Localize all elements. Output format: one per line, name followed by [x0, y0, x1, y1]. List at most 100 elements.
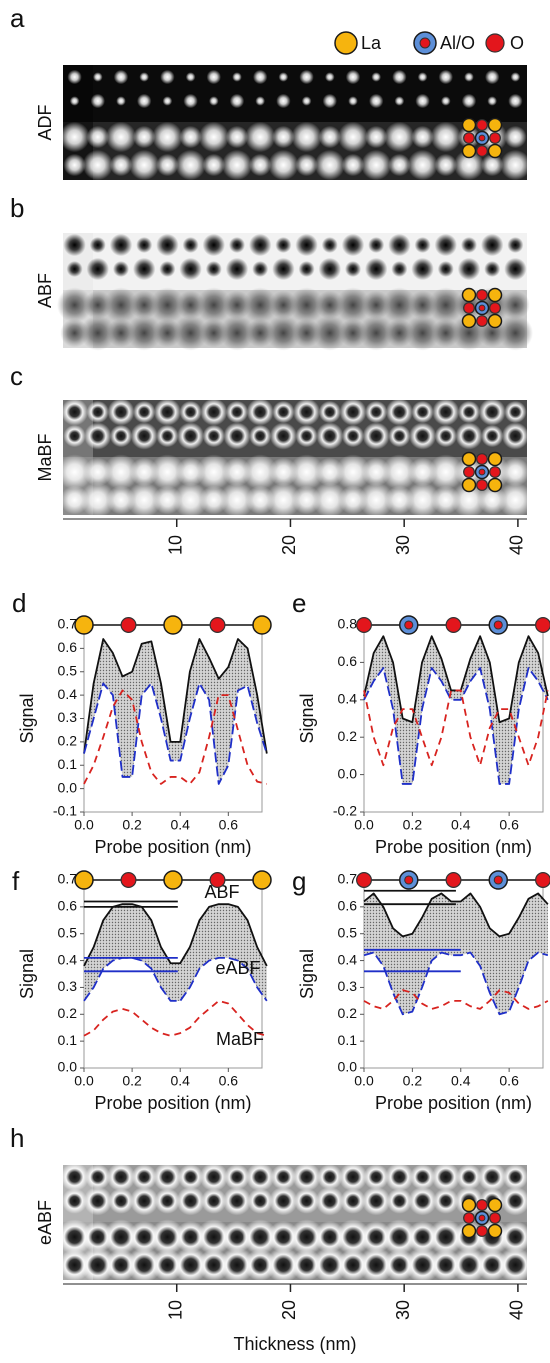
panel-letter: f — [12, 866, 20, 896]
o-atom-icon — [476, 145, 488, 157]
atom-column — [179, 125, 202, 149]
atom-column — [177, 1164, 204, 1190]
atom-column — [381, 1219, 417, 1255]
atom-column — [106, 1162, 136, 1192]
atom-column — [394, 96, 405, 106]
atom-column — [269, 1186, 298, 1216]
x-tick-label: 10 — [165, 1300, 185, 1320]
atom-column — [497, 482, 533, 518]
simulated-image — [57, 398, 533, 518]
atom-column — [508, 93, 523, 109]
la-atom-icon — [461, 143, 477, 159]
atom-column — [358, 1247, 394, 1283]
atom-column — [365, 125, 388, 149]
atom-column — [265, 1247, 301, 1283]
series-line — [363, 689, 549, 767]
simulated-image — [57, 1162, 533, 1283]
x-tick-label: 30 — [393, 1300, 413, 1320]
atom-column — [249, 424, 272, 448]
series-line — [363, 892, 549, 938]
atom-column — [318, 125, 341, 149]
atom-column — [270, 1164, 297, 1190]
atom-column — [388, 424, 411, 448]
atom-column — [179, 257, 202, 281]
series-line — [83, 999, 268, 1037]
atom-column — [229, 93, 245, 109]
o-atom-icon — [476, 1225, 488, 1237]
series-line — [83, 638, 268, 754]
atom-column — [461, 237, 477, 253]
atom-column — [90, 93, 106, 109]
y-tick-label: 0.8 — [338, 616, 358, 632]
series-line — [363, 989, 549, 1010]
atom-column — [381, 454, 417, 490]
atom-column — [322, 93, 337, 109]
atom-column — [314, 149, 345, 181]
panel-letter: c — [10, 361, 23, 391]
atom-column — [428, 454, 464, 490]
atom-column — [133, 400, 156, 424]
alo-atom-core — [419, 37, 431, 49]
atom-column — [428, 1219, 464, 1255]
atom-column — [411, 257, 434, 281]
atom-column — [80, 1247, 116, 1283]
atom-column — [363, 1164, 390, 1190]
alo-atom-core — [404, 875, 414, 885]
atom-column — [345, 261, 361, 277]
atom-column — [408, 1186, 437, 1216]
atom-column — [501, 290, 530, 320]
atom-column — [179, 400, 202, 424]
atom-column — [133, 257, 156, 281]
la-atom-icon — [461, 117, 477, 133]
y-tick-label: -0.2 — [333, 803, 357, 819]
atom-column — [386, 1188, 413, 1214]
panel-letter: a — [10, 3, 25, 33]
la-atom-icon — [461, 313, 477, 329]
atom-column — [86, 400, 110, 424]
atom-column — [504, 257, 527, 281]
atom-column — [392, 69, 407, 85]
atom-column — [415, 93, 430, 109]
atom-column — [391, 261, 408, 277]
atom-column — [182, 237, 199, 253]
atom-column — [247, 1188, 273, 1214]
atom-column — [201, 1188, 227, 1214]
atom-column — [478, 398, 506, 426]
series-label: eABF — [215, 958, 260, 978]
atom-column — [107, 398, 135, 426]
atom-column — [80, 315, 116, 351]
y-tick-label: 0.6 — [58, 898, 78, 914]
atom-column — [501, 422, 529, 450]
la-atom-icon — [252, 615, 272, 635]
x-tick-label: 0.2 — [403, 817, 423, 833]
o-atom-icon — [476, 453, 488, 465]
x-tick-label: 40 — [507, 535, 527, 555]
atom-column — [149, 1219, 185, 1255]
y-tick-label: 0.2 — [58, 1005, 78, 1021]
x-axis-label: Thickness (nm) — [233, 1334, 356, 1354]
o-atom-icon — [463, 1212, 475, 1224]
atom-column — [185, 72, 196, 82]
atom-column — [358, 482, 394, 518]
atom-column — [289, 287, 325, 323]
difference-area — [364, 893, 548, 1015]
atom-column — [242, 454, 278, 490]
la-atom-icon — [461, 1197, 477, 1213]
y-tick-label: 0.0 — [58, 779, 78, 795]
atom-column — [340, 1188, 366, 1214]
atom-column — [60, 1162, 89, 1192]
atom-column — [129, 1186, 159, 1216]
atom-column — [200, 398, 228, 426]
atom-column — [291, 121, 322, 153]
atom-column — [499, 1221, 532, 1253]
atom-column — [136, 237, 153, 253]
atom-column — [434, 424, 457, 448]
atom-column — [93, 72, 103, 82]
atom-column — [361, 1186, 391, 1216]
atom-column — [481, 153, 504, 177]
atom-column — [84, 422, 112, 450]
simulated-image — [59, 65, 531, 181]
atom-column — [485, 69, 500, 85]
atom-column — [362, 422, 390, 450]
